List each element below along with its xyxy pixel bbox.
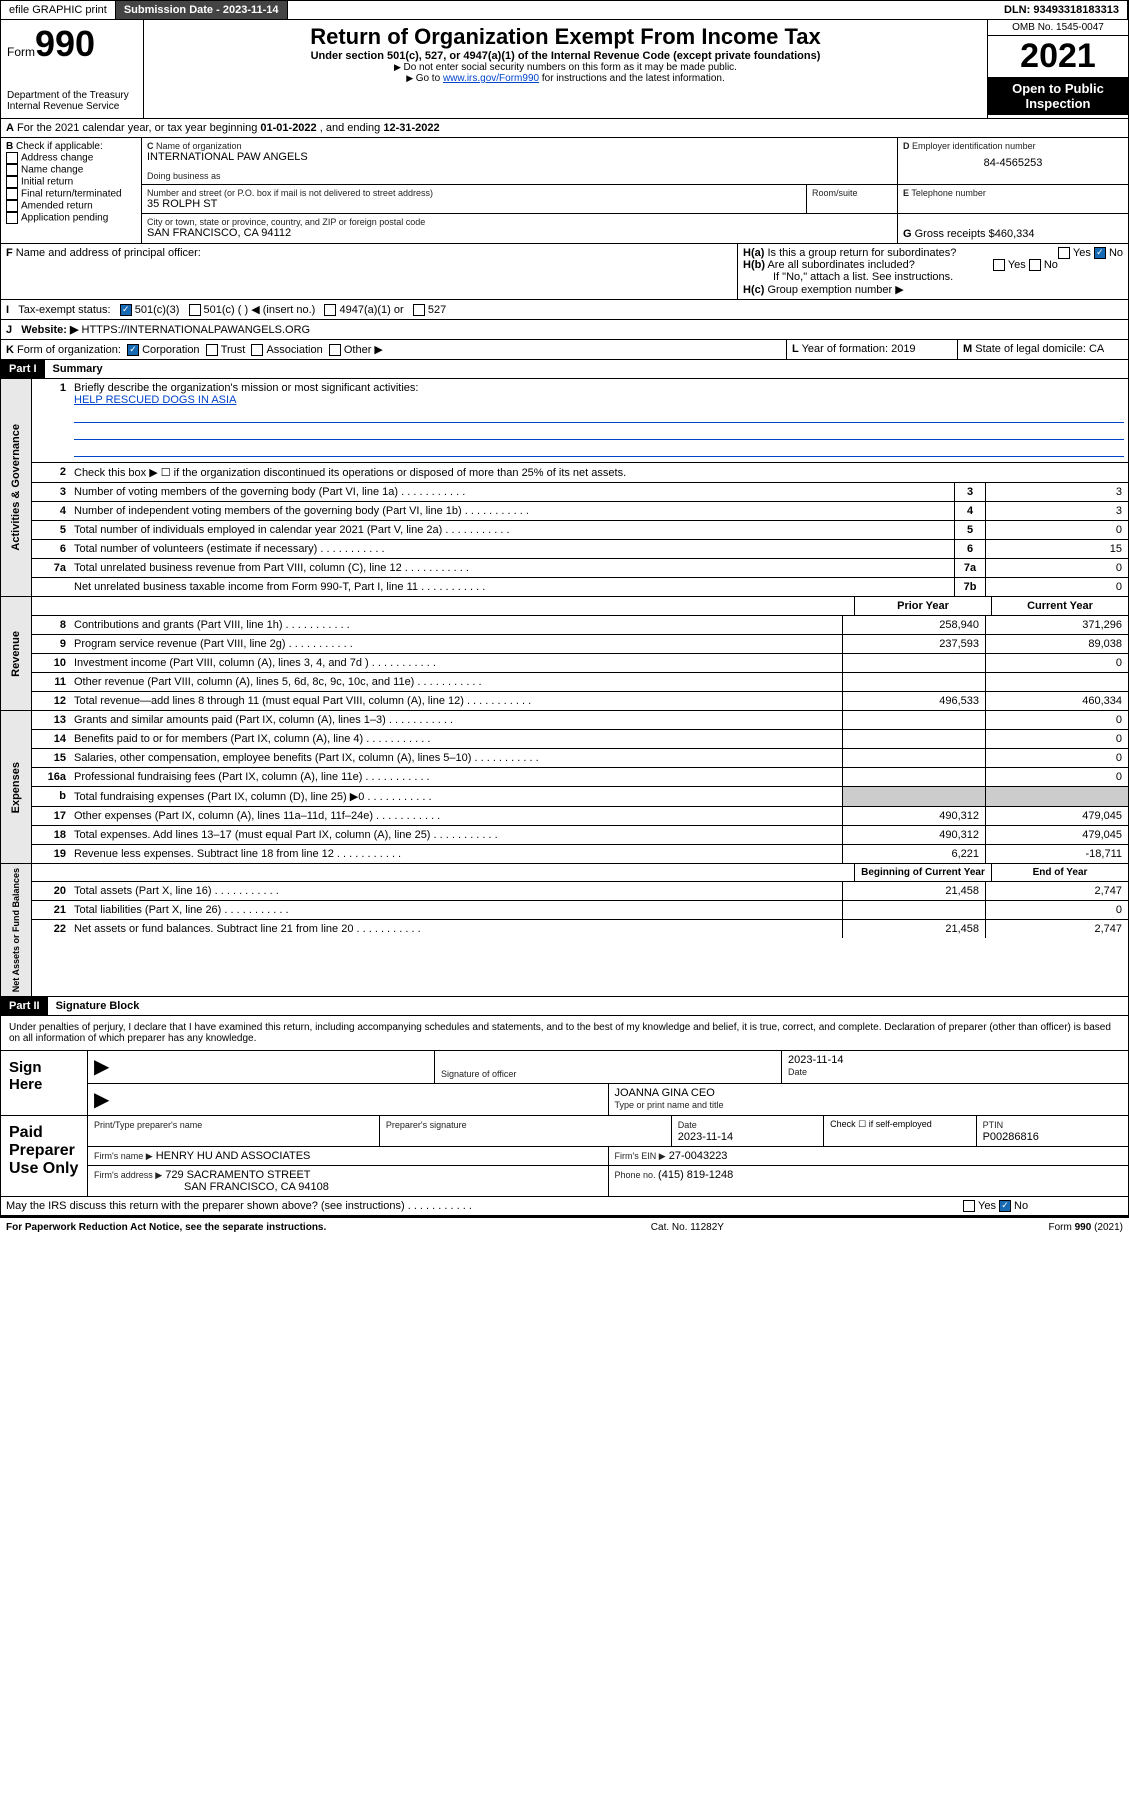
submission-date: Submission Date - 2023-11-14 bbox=[116, 1, 288, 19]
footer: For Paperwork Reduction Act Notice, see … bbox=[0, 1216, 1129, 1237]
section-governance: Activities & Governance 1 Briefly descri… bbox=[0, 379, 1129, 597]
irs-link[interactable]: www.irs.gov/Form990 bbox=[443, 73, 539, 84]
row-KLM: K Form of organization: ✓Corporation Tru… bbox=[0, 340, 1129, 360]
ein: 84-4565253 bbox=[903, 151, 1123, 169]
section-netassets: Net Assets or Fund Balances Beginning of… bbox=[0, 864, 1129, 997]
note-link: Go to www.irs.gov/Form990 for instructio… bbox=[152, 73, 979, 84]
website: HTTPS://INTERNATIONALPAWANGELS.ORG bbox=[82, 324, 311, 336]
form-title: Return of Organization Exempt From Incom… bbox=[152, 24, 979, 50]
row-J: J Website: ▶ HTTPS://INTERNATIONALPAWANG… bbox=[0, 320, 1129, 340]
firm-name: HENRY HU AND ASSOCIATES bbox=[156, 1150, 311, 1162]
topbar: efile GRAPHIC print Submission Date - 20… bbox=[0, 0, 1129, 20]
note-ssn: Do not enter social security numbers on … bbox=[152, 62, 979, 73]
city: SAN FRANCISCO, CA 94112 bbox=[147, 227, 892, 239]
form-number: 990 bbox=[35, 23, 95, 64]
section-expenses: Expenses 13Grants and similar amounts pa… bbox=[0, 711, 1129, 864]
form-subtitle: Under section 501(c), 527, or 4947(a)(1)… bbox=[152, 50, 979, 62]
dln: DLN: 93493318183313 bbox=[996, 1, 1128, 19]
street: 35 ROLPH ST bbox=[147, 198, 801, 210]
efile-label: efile GRAPHIC print bbox=[1, 1, 116, 19]
row-FH: F Name and address of principal officer:… bbox=[0, 244, 1129, 300]
form-header: Form990 Department of the Treasury Inter… bbox=[0, 20, 1129, 119]
dept: Department of the Treasury bbox=[7, 90, 137, 101]
part2-header: Part IISignature Block bbox=[0, 997, 1129, 1016]
tax-year: 2021 bbox=[988, 36, 1128, 77]
open-inspection: Open to Public Inspection bbox=[988, 77, 1128, 115]
irs: Internal Revenue Service bbox=[7, 101, 137, 112]
part1-header: Part ISummary bbox=[0, 360, 1129, 379]
mission: HELP RESCUED DOGS IN ASIA bbox=[74, 394, 236, 406]
row-I: I Tax-exempt status: ✓501(c)(3) 501(c) (… bbox=[0, 300, 1129, 320]
gross-receipts: 460,334 bbox=[995, 228, 1035, 240]
officer-name: JOANNA GINA CEO bbox=[615, 1087, 715, 1099]
org-name: INTERNATIONAL PAW ANGELS bbox=[147, 151, 892, 163]
discuss-row: May the IRS discuss this return with the… bbox=[0, 1197, 1129, 1216]
row-A: A For the 2021 calendar year, or tax yea… bbox=[0, 119, 1129, 138]
omb: OMB No. 1545-0047 bbox=[988, 20, 1128, 36]
paid-preparer: Paid Preparer Use Only Print/Type prepar… bbox=[0, 1116, 1129, 1197]
section-revenue: Revenue Prior YearCurrent Year 8Contribu… bbox=[0, 597, 1129, 711]
row-BCDE: B Check if applicable: Address change Na… bbox=[0, 138, 1129, 244]
sign-here: Sign Here ▶Signature of officer2023-11-1… bbox=[0, 1051, 1129, 1116]
form-label: Form bbox=[7, 45, 35, 59]
declaration: Under penalties of perjury, I declare th… bbox=[0, 1016, 1129, 1051]
